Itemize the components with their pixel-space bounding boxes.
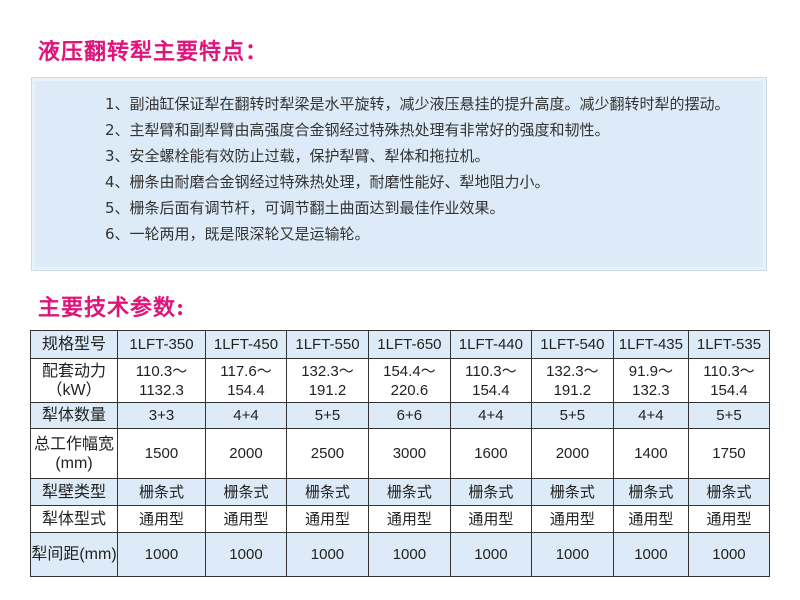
table-cell: 2000 [530,428,614,479]
table-cell: 132.3～191.2 [530,358,614,403]
table-cell: 110.3～154.4 [449,358,532,403]
table-cell: 栅条式 [687,478,771,506]
table-cell: 91.9～132.3 [612,358,689,403]
table-cell: 栅条式 [449,478,532,506]
table-row: 总工作幅宽(mm) 1500 2000 2500 3000 1600 2000 1400 175… [30,428,771,479]
feature-item: 6、一轮两用，既是限深轮又是运输轮。 [105,225,370,243]
feature-item: 5、栅条后面有调节杆，可调节翻土曲面达到最佳作业效果。 [105,199,505,217]
table-cell: 1750 [687,428,771,479]
table-cell: 栅条式 [286,478,369,506]
table-cell: 3+3 [117,402,206,429]
row-label: 犁体数量 [30,402,118,429]
row-label: 犁间距(mm) [30,532,118,577]
row-label: 犁壁类型 [30,478,118,506]
row-label: 规格型号 [30,330,118,359]
table-cell: 通用型 [687,505,771,533]
table-cell: 通用型 [204,505,288,533]
table-cell: 栅条式 [204,478,288,506]
table-cell: 通用型 [449,505,532,533]
table-cell: 通用型 [612,505,689,533]
table-cell: 通用型 [367,505,451,533]
table-cell: 1000 [530,532,614,577]
table-row: 规格型号 1LFT-350 1LFT-450 1LFT-550 1LFT-650 1LFT… [30,330,771,359]
table-cell: 1LFT-440 [449,330,532,359]
specs-title: 主要技术参数: [38,295,186,321]
features-list: 1、副油缸保证犁在翻转时犁梁是水平旋转，减少液压悬挂的提升高度。减少翻转时犁的摆… [35,81,763,247]
features-box: 1、副油缸保证犁在翻转时犁梁是水平旋转，减少液压悬挂的提升高度。减少翻转时犁的摆… [32,78,766,270]
table-cell: 1LFT-450 [204,330,288,359]
table-cell: 154.4～220.6 [367,358,451,403]
table-cell: 5+5 [286,402,369,429]
specs-table: 规格型号 1LFT-350 1LFT-450 1LFT-550 1LFT-650 1LFT… [30,330,771,577]
table-cell: 132.3～191.2 [286,358,369,403]
table-row: 犁间距(mm) 1000 1000 1000 1000 1000 1000 1000 1000 [30,532,771,577]
table-cell: 1000 [204,532,288,577]
table-cell: 6+6 [367,402,451,429]
table-cell: 1000 [286,532,369,577]
table-cell: 1000 [367,532,451,577]
table-cell: 1000 [612,532,689,577]
table-cell: 1000 [687,532,771,577]
table-cell: 通用型 [530,505,614,533]
row-label: 犁体型式 [30,505,118,533]
table-cell: 1LFT-350 [117,330,206,359]
table-cell: 1LFT-435 [612,330,689,359]
table-cell: 5+5 [530,402,614,429]
feature-item: 4、栅条由耐磨合金钢经过特殊热处理，耐磨性能好、犁地阻力小。 [105,173,550,191]
feature-item: 3、安全螺栓能有效防止过载，保护犁臂、犁体和拖拉机。 [105,147,490,165]
feature-item: 1、副油缸保证犁在翻转时犁梁是水平旋转，减少液压悬挂的提升高度。减少翻转时犁的摆… [105,95,730,113]
table-cell: 110.3～154.4 [687,358,771,403]
table-cell: 1000 [117,532,206,577]
table-cell: 4+4 [612,402,689,429]
table-cell: 2500 [286,428,369,479]
table-cell: 栅条式 [530,478,614,506]
table-cell: 通用型 [117,505,206,533]
row-label: 配套动力（kW） [30,358,118,403]
table-cell: 栅条式 [367,478,451,506]
table-cell: 1500 [117,428,206,479]
table-cell: 1000 [449,532,532,577]
table-row: 犁体型式 通用型 通用型 通用型 通用型 通用型 通用型 通用型 通用型 [30,505,771,533]
table-cell: 4+4 [449,402,532,429]
table-row: 配套动力（kW） 110.3～1132.3 117.6～154.4 132.3～191… [30,358,771,403]
table-cell: 1LFT-550 [286,330,369,359]
table-cell: 栅条式 [117,478,206,506]
table-cell: 2000 [204,428,288,479]
table-cell: 通用型 [286,505,369,533]
table-cell: 栅条式 [612,478,689,506]
table-cell: 3000 [367,428,451,479]
table-row: 犁壁类型 栅条式 栅条式 栅条式 栅条式 栅条式 栅条式 栅条式 栅条式 [30,478,771,506]
feature-item: 2、主犁臂和副犁臂由高强度合金钢经过特殊热处理有非常好的强度和韧性。 [105,121,610,139]
table-cell: 1600 [449,428,532,479]
table-cell: 1LFT-535 [687,330,771,359]
table-row: 犁体数量 3+3 4+4 5+5 6+6 4+4 5+5 4+4 5+5 [30,402,771,429]
table-cell: 110.3～1132.3 [117,358,206,403]
row-label: 总工作幅宽(mm) [30,428,118,479]
table-cell: 1LFT-540 [530,330,614,359]
table-cell: 1400 [612,428,689,479]
table-cell: 4+4 [204,402,288,429]
table-cell: 117.6～154.4 [204,358,288,403]
features-title: 液压翻转犁主要特点： [38,39,269,65]
table-cell: 5+5 [687,402,771,429]
table-cell: 1LFT-650 [367,330,451,359]
